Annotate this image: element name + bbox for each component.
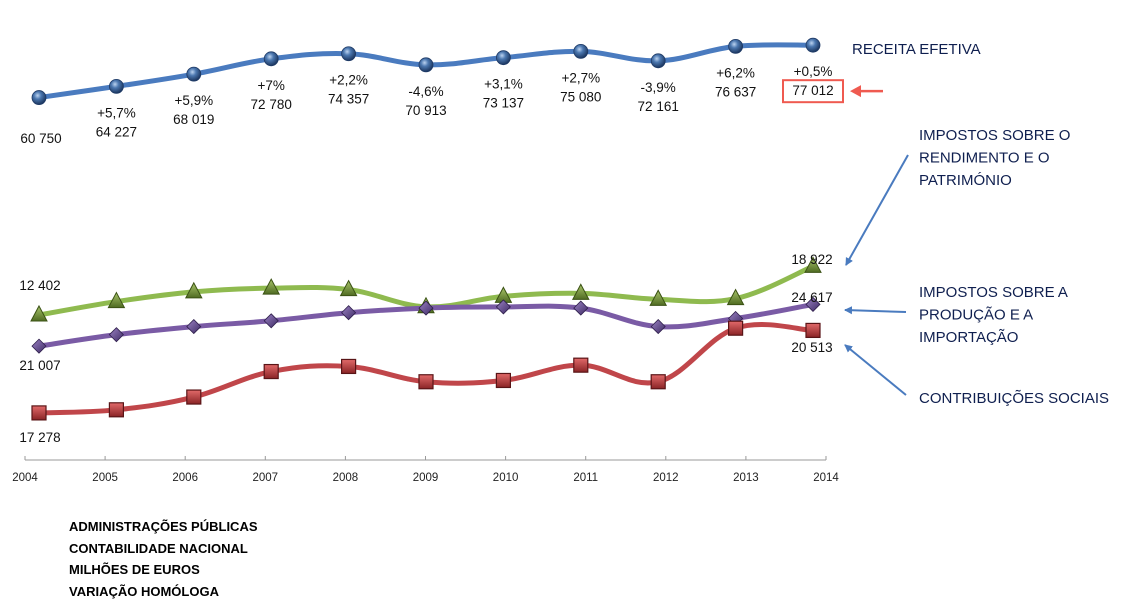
data-point-sphere: [419, 58, 433, 72]
legend-label: CONTRIBUIÇÕES SOCIAIS: [919, 390, 1109, 407]
start-value-label: 12 402: [19, 278, 60, 293]
change-label: +3,1%: [484, 77, 523, 92]
end-value-label: 24 617: [791, 290, 832, 305]
highlight-arrow-head: [850, 85, 861, 97]
change-label: +2,7%: [561, 70, 600, 85]
data-point-sphere: [264, 52, 278, 66]
data-point-sphere: [109, 79, 123, 93]
legend-arrow: [846, 155, 908, 265]
value-label: 75 080: [560, 89, 601, 104]
end-value-label: 18 922: [791, 252, 832, 267]
value-label: 70 913: [405, 103, 446, 118]
data-point-sphere: [32, 91, 46, 105]
data-point-sphere: [187, 67, 201, 81]
data-point-diamond: [32, 339, 46, 353]
note-line: VARIAÇÃO HOMÓLOGA: [69, 581, 258, 602]
value-label: 73 137: [483, 96, 524, 111]
change-label: +2,2%: [329, 73, 368, 88]
note-line: CONTABILIDADE NACIONAL: [69, 538, 258, 560]
data-point-sphere: [729, 39, 743, 53]
change-label: +0,5%: [794, 64, 833, 79]
series-lines: [39, 45, 813, 413]
note-line: ADMINISTRAÇÕES PÚBLICAS: [69, 516, 258, 538]
legend-arrow: [845, 345, 906, 395]
value-label: 72 161: [638, 99, 679, 114]
note-line: MILHÕES DE EUROS: [69, 559, 258, 581]
data-point-sphere: [496, 51, 510, 65]
legend-label: RECEITA EFETIVA: [852, 41, 981, 58]
change-label: +5,9%: [174, 93, 213, 108]
data-labels: 60 750 +5,7% 64 227 +5,9% 68 019 +7% 72 780 +2,…: [19, 64, 883, 445]
x-tick-label: 2007: [253, 472, 279, 484]
data-point-diamond: [574, 301, 588, 315]
data-point-square: [496, 373, 510, 387]
x-tick-label: 2014: [813, 472, 839, 484]
start-value-label: 21 007: [19, 358, 60, 373]
legend-label: PRODUÇÃO E A: [919, 307, 1033, 324]
value-label: 72 780: [251, 97, 292, 112]
data-point-square: [574, 358, 588, 372]
x-axis: 2004 2005 2006 2007 2008 2009 2010 2011 2012 2013…: [12, 456, 839, 484]
x-tick-label: 2008: [333, 472, 359, 484]
change-label: +5,7%: [97, 105, 136, 120]
legend-label: IMPOSTOS SOBRE A: [919, 284, 1068, 301]
x-tick-label: 2005: [92, 472, 118, 484]
x-tick-label: 2006: [172, 472, 198, 484]
change-label: +6,2%: [716, 65, 755, 80]
x-tick-label: 2009: [413, 472, 439, 484]
change-label: -4,6%: [408, 84, 443, 99]
legend-label: IMPORTAÇÃO: [919, 329, 1018, 346]
data-point-square: [32, 406, 46, 420]
data-point-diamond: [109, 328, 123, 342]
x-tick-label: 2004: [12, 472, 38, 484]
value-label: 76 637: [715, 84, 756, 99]
data-point-square: [187, 390, 201, 404]
value-label: 68 019: [173, 112, 214, 127]
legend: RECEITA EFETIVA IMPOSTOS SOBRE O RENDIMENT…: [845, 41, 1109, 407]
legend-label: RENDIMENTO E O: [919, 150, 1050, 167]
data-point-square: [806, 323, 820, 337]
data-point-diamond: [187, 320, 201, 334]
value-label: 60 750: [20, 131, 61, 146]
data-point-sphere: [342, 47, 356, 61]
change-label: +7%: [257, 78, 284, 93]
value-label: 77 012: [792, 83, 833, 98]
change-label: -3,9%: [641, 80, 676, 95]
x-tick-label: 2010: [493, 472, 519, 484]
data-point-square: [729, 321, 743, 335]
data-point-square: [342, 359, 356, 373]
data-point-diamond: [264, 314, 278, 328]
data-point-sphere: [574, 44, 588, 58]
data-point-diamond: [342, 306, 356, 320]
x-tick-label: 2012: [653, 472, 679, 484]
legend-arrow: [845, 310, 906, 312]
x-tick-label: 2011: [573, 472, 598, 484]
data-point-square: [651, 375, 665, 389]
data-point-square: [419, 375, 433, 389]
data-point-square: [264, 365, 278, 379]
legend-label: IMPOSTOS SOBRE O: [919, 127, 1070, 144]
chart-notes: ADMINISTRAÇÕES PÚBLICAS CONTABILIDADE NA…: [69, 516, 258, 602]
start-value-label: 17 278: [19, 430, 60, 445]
data-point-sphere: [651, 54, 665, 68]
series-line: [39, 325, 813, 413]
data-point-square: [109, 403, 123, 417]
data-point-diamond: [651, 320, 665, 334]
end-value-label: 20 513: [791, 340, 832, 355]
value-label: 64 227: [96, 124, 137, 139]
data-point-sphere: [806, 38, 820, 52]
value-label: 74 357: [328, 92, 369, 107]
legend-label: PATRIMÓNIO: [919, 172, 1012, 189]
x-tick-label: 2013: [733, 472, 759, 484]
